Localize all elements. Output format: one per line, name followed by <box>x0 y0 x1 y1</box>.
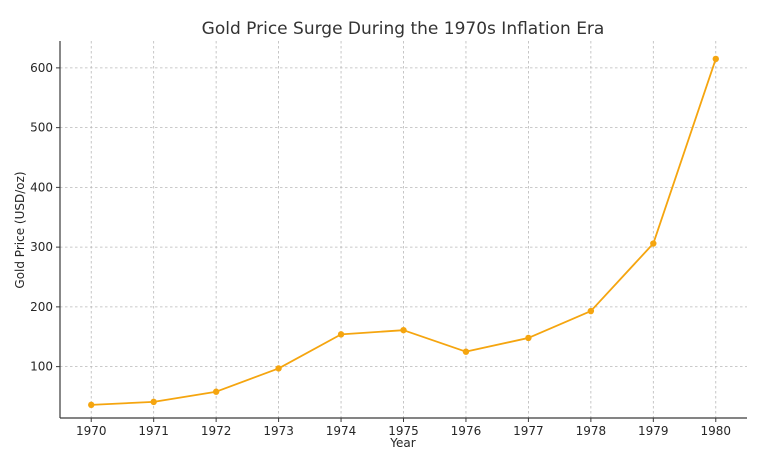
y-tick-label: 400 <box>30 180 53 194</box>
x-tick-label: 1974 <box>326 424 357 438</box>
data-point <box>337 331 345 338</box>
x-tick-label: 1977 <box>513 424 544 438</box>
x-tick-label: 1978 <box>576 424 607 438</box>
y-tick-label: 300 <box>30 240 53 254</box>
x-tick-label: 1976 <box>451 424 482 438</box>
data-point <box>712 55 719 63</box>
x-axis-label: Year <box>389 436 415 450</box>
x-tick-label: 1979 <box>638 424 669 438</box>
series-layer <box>88 55 719 409</box>
y-tick-label: 500 <box>30 121 53 135</box>
y-tick-label: 100 <box>30 360 53 374</box>
x-tick-label: 1980 <box>700 424 731 438</box>
x-ticks: 1970 1971 1972 1973 1974 1975 1976 1977 1978 1979… <box>76 418 731 438</box>
x-tick-label: 1972 <box>201 424 232 438</box>
data-point <box>525 334 532 342</box>
data-point <box>587 307 595 315</box>
x-tick-label: 1973 <box>263 424 294 438</box>
data-point <box>462 348 470 355</box>
x-tick-label: 1971 <box>138 424 169 438</box>
data-point <box>212 388 220 395</box>
data-point <box>650 240 657 247</box>
data-point <box>400 326 407 334</box>
y-tick-label: 200 <box>30 300 53 314</box>
data-point <box>275 365 282 372</box>
y-ticks: 100 200 300 400 500 600 <box>30 61 60 374</box>
x-tick-label: 1970 <box>76 424 107 438</box>
x-tick-label: 1975 <box>388 424 419 438</box>
data-point <box>150 398 157 406</box>
data-point <box>88 401 95 409</box>
grid <box>60 41 747 418</box>
y-axis-label: Gold Price (USD/oz) <box>13 171 27 288</box>
chart-title: Gold Price Surge During the 1970s Inflat… <box>202 19 605 39</box>
y-tick-label: 600 <box>30 61 53 75</box>
